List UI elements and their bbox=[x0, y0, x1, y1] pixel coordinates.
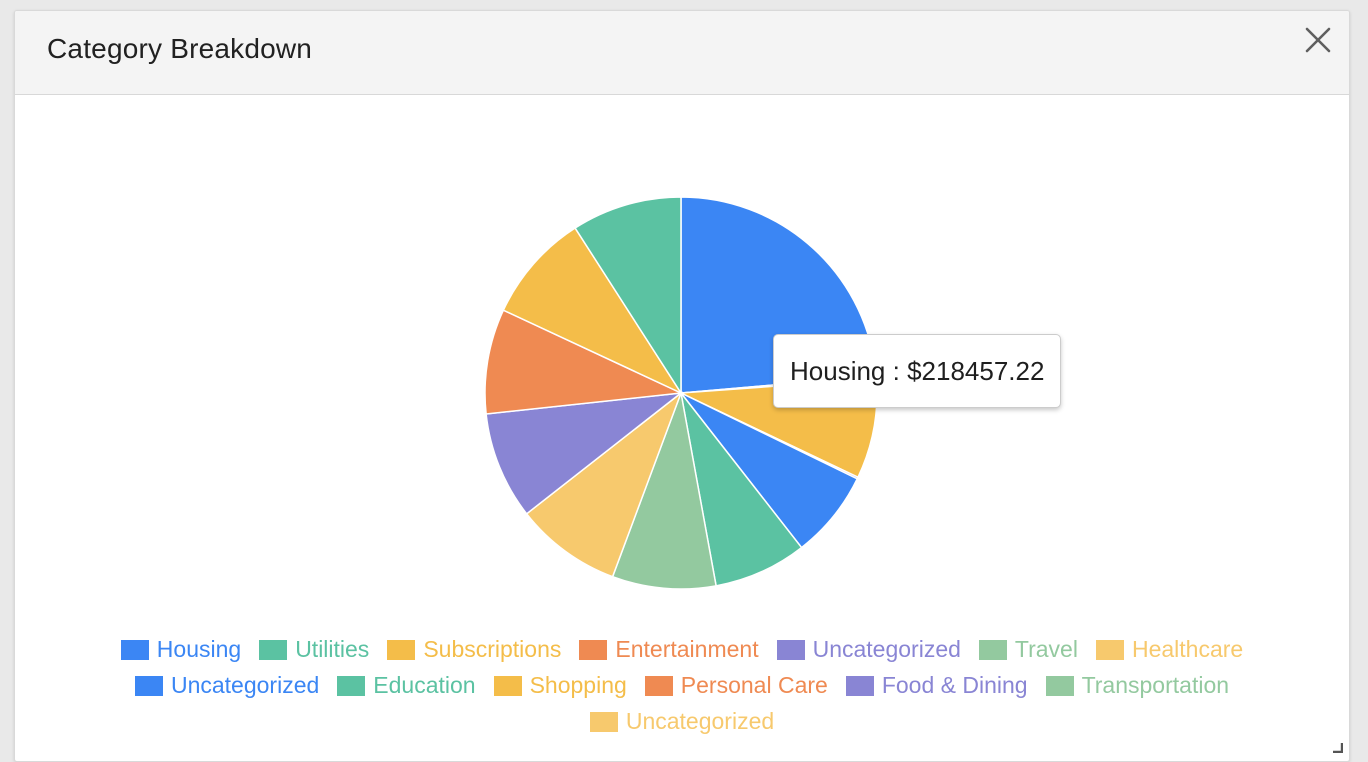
resize-handle-icon[interactable] bbox=[1331, 741, 1343, 753]
chart-tooltip: Housing : $218457.22 bbox=[773, 334, 1062, 408]
legend-swatch bbox=[387, 640, 416, 660]
legend-label: Education bbox=[373, 672, 476, 698]
legend-item-personal-care[interactable]: Personal Care bbox=[644, 667, 828, 703]
legend-label: Uncategorized bbox=[170, 672, 320, 698]
pie-slice-entertainment-15[interactable] bbox=[484, 309, 684, 415]
legend-item-food-dining[interactable]: Food & Dining bbox=[845, 667, 1028, 703]
legend-label: Transportation bbox=[1081, 672, 1230, 698]
legend-label: Personal Care bbox=[680, 672, 828, 698]
legend-swatch bbox=[1045, 676, 1074, 696]
legend-swatch bbox=[1095, 640, 1124, 660]
legend-label: Housing bbox=[156, 636, 242, 662]
pie-slice-uncategorized-13[interactable] bbox=[525, 390, 683, 578]
legend-label: Utilities bbox=[295, 636, 370, 662]
close-icon[interactable] bbox=[1301, 23, 1335, 57]
legend-row-2: Uncategorized Education Shopping Personal C… bbox=[45, 667, 1319, 703]
legend-item-uncategorized[interactable]: Uncategorized bbox=[589, 703, 775, 739]
legend-item-subscriptions[interactable]: Subscriptions bbox=[387, 631, 561, 667]
dialog-title: Category Breakdown bbox=[47, 33, 313, 64]
legend-row-1: Housing Utilities Subscriptions Entertainme… bbox=[45, 631, 1319, 667]
legend-item-healthcare[interactable]: Healthcare bbox=[1095, 631, 1244, 667]
legend-item-travel[interactable]: Travel bbox=[978, 631, 1078, 667]
pie-slice-uncategorized-14[interactable] bbox=[485, 391, 684, 515]
legend-swatch bbox=[579, 640, 608, 660]
legend-item-housing[interactable]: Housing bbox=[120, 631, 242, 667]
legend-swatch bbox=[493, 676, 522, 696]
legend-swatch bbox=[978, 640, 1007, 660]
pie-slice-subscriptions-16[interactable] bbox=[502, 227, 684, 395]
legend-row-3: Uncategorized bbox=[45, 703, 1319, 739]
legend-label: Entertainment bbox=[615, 636, 759, 662]
pie-slice-utilities-17[interactable] bbox=[574, 196, 682, 396]
legend-item-utilities[interactable]: Utilities bbox=[259, 631, 369, 667]
legend-swatch bbox=[337, 676, 366, 696]
pie-slice-education-8[interactable] bbox=[680, 392, 803, 587]
legend-swatch bbox=[845, 676, 874, 696]
legend-label: Food & Dining bbox=[881, 672, 1028, 698]
legend-label: Travel bbox=[1014, 636, 1078, 662]
legend-item-shopping[interactable]: Shopping bbox=[493, 667, 627, 703]
legend-swatch bbox=[776, 640, 805, 660]
legend-label: Uncategorized bbox=[625, 708, 775, 734]
legend-swatch bbox=[120, 640, 149, 660]
chart-legend: Housing Utilities Subscriptions Entertainme… bbox=[45, 631, 1319, 739]
dialog-header: Category Breakdown bbox=[15, 11, 1349, 95]
legend-swatch bbox=[259, 640, 288, 660]
pie-chart bbox=[484, 196, 878, 590]
legend-label: Healthcare bbox=[1131, 636, 1244, 662]
pie-slice-transportation-12[interactable] bbox=[611, 390, 717, 590]
legend-label: Subscriptions bbox=[423, 636, 562, 662]
legend-swatch bbox=[589, 712, 618, 732]
legend-swatch bbox=[134, 676, 163, 696]
legend-item-education[interactable]: Education bbox=[337, 667, 476, 703]
legend-item-transportation[interactable]: Transportation bbox=[1045, 667, 1230, 703]
legend-swatch bbox=[644, 676, 673, 696]
legend-item-uncategorized[interactable]: Uncategorized bbox=[776, 631, 961, 667]
category-breakdown-dialog: Category Breakdown Housing : $218457.22 … bbox=[14, 10, 1350, 762]
legend-label: Shopping bbox=[529, 672, 627, 698]
legend-item-uncategorized[interactable]: Uncategorized bbox=[134, 667, 320, 703]
legend-item-entertainment[interactable]: Entertainment bbox=[579, 631, 759, 667]
legend-label: Uncategorized bbox=[812, 636, 961, 662]
